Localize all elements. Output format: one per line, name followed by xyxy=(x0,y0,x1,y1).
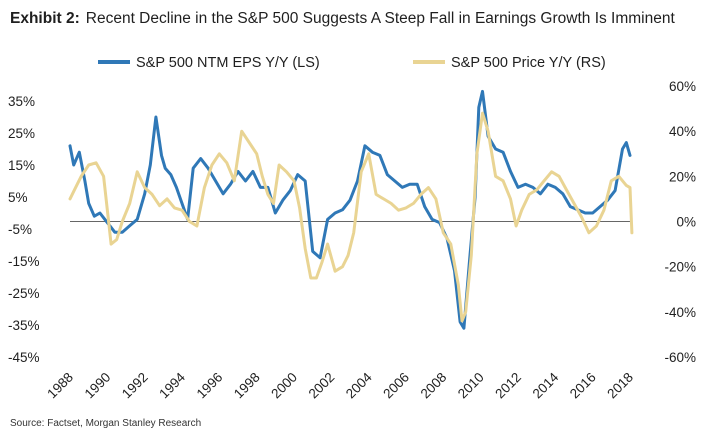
left-tick-label: -5% xyxy=(8,222,32,237)
right-tick-label: 0% xyxy=(676,215,696,230)
left-tick-label: 15% xyxy=(8,158,35,173)
right-tick-label: 60% xyxy=(669,79,696,94)
chart-title: Exhibit 2: Recent Decline in the S&P 500 … xyxy=(10,10,675,28)
left-tick-label: -35% xyxy=(8,318,40,333)
left-axis-ticks: 35% 25% 15% 5% -5% -15% -25% -35% -45% xyxy=(8,94,40,365)
left-tick-label: -25% xyxy=(8,286,40,301)
x-tick-label: 2016 xyxy=(567,370,599,402)
source-note: Source: Factset, Morgan Stanley Research xyxy=(10,418,202,429)
left-tick-label: 35% xyxy=(8,94,35,109)
x-tick-label: 2006 xyxy=(380,370,412,402)
x-tick-label: 1988 xyxy=(44,370,76,402)
x-axis-ticks: 1988 1990 1992 1994 1996 1998 2000 2002 2004 2006… xyxy=(44,369,636,401)
left-tick-label: -15% xyxy=(8,254,40,269)
right-tick-label: 20% xyxy=(669,169,696,184)
right-tick-label: 40% xyxy=(669,124,696,139)
series-layer xyxy=(68,89,634,330)
x-tick-label: 1998 xyxy=(231,370,263,402)
x-tick-label: 2018 xyxy=(604,370,636,402)
x-tick-label: 2010 xyxy=(455,370,487,402)
series-line-price xyxy=(68,111,634,323)
x-tick-label: 2008 xyxy=(418,370,450,402)
x-tick-label: 2012 xyxy=(492,370,524,402)
x-tick-label: 2000 xyxy=(268,370,300,402)
x-tick-label: 2004 xyxy=(343,369,375,401)
legend-label-eps: S&P 500 NTM EPS Y/Y (LS) xyxy=(136,55,320,71)
series-line-eps xyxy=(68,89,632,330)
exhibit-label: Exhibit 2: xyxy=(10,10,80,27)
left-tick-label: -45% xyxy=(8,350,40,365)
title-text: Recent Decline in the S&P 500 Suggests A… xyxy=(85,10,675,27)
legend-label-price: S&P 500 Price Y/Y (RS) xyxy=(451,55,606,71)
right-tick-label: -20% xyxy=(664,260,696,275)
x-tick-label: 1994 xyxy=(156,369,188,401)
legend: S&P 500 NTM EPS Y/Y (LS) S&P 500 Price Y… xyxy=(98,55,606,71)
right-axis-ticks: 60% 40% 20% 0% -20% -40% -60% xyxy=(664,79,696,365)
right-tick-label: -40% xyxy=(664,305,696,320)
x-tick-label: 1992 xyxy=(119,370,151,402)
right-tick-label: -60% xyxy=(664,350,696,365)
x-tick-label: 2002 xyxy=(306,370,338,402)
x-tick-label: 1996 xyxy=(194,370,226,402)
x-tick-label: 2014 xyxy=(530,369,562,401)
x-tick-label: 1990 xyxy=(82,370,114,402)
left-tick-label: 25% xyxy=(8,126,35,141)
left-tick-label: 5% xyxy=(8,190,28,205)
